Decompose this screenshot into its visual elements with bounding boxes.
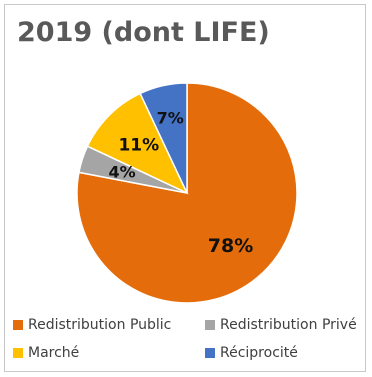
- legend-label: Redistribution Public: [28, 317, 172, 333]
- legend-item-redistribution-public: Redistribution Public: [13, 317, 171, 333]
- data-label: 11%: [118, 136, 159, 156]
- legend-item-reciprocite: Réciprocité: [205, 345, 298, 361]
- legend-item-redistribution-prive: Redistribution Privé: [205, 317, 357, 333]
- chart-frame: 2019 (dont LIFE) 78% 4% 11% 7% Redistributi…: [4, 4, 366, 372]
- legend-swatch: [205, 320, 215, 330]
- chart-title: 2019 (dont LIFE): [17, 17, 270, 48]
- legend-label: Redistribution Privé: [220, 317, 357, 333]
- legend-item-marche: Marché: [13, 345, 79, 361]
- legend-swatch: [13, 348, 23, 358]
- legend-swatch: [205, 348, 215, 358]
- legend: Redistribution Public Redistribution Pri…: [13, 317, 372, 373]
- legend-label: Réciprocité: [220, 345, 298, 361]
- data-label: 78%: [208, 235, 253, 257]
- data-label: 4%: [109, 163, 136, 182]
- slice-marche: [86, 92, 189, 195]
- legend-swatch: [13, 320, 23, 330]
- data-label: 7%: [157, 109, 184, 128]
- slice-reciprocite: [139, 82, 188, 194]
- pie-chart: 78% 4% 11% 7%: [76, 82, 298, 304]
- legend-label: Marché: [28, 345, 80, 361]
